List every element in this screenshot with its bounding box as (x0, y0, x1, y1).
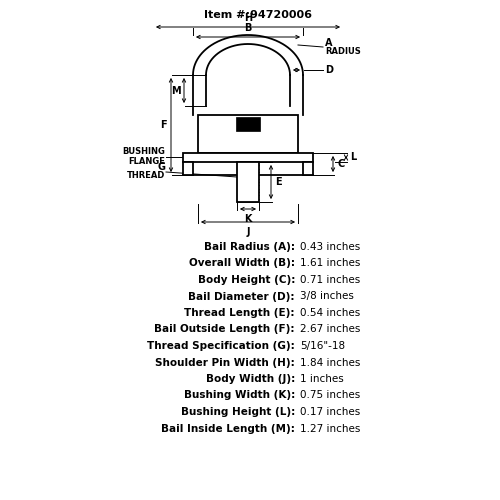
Text: H: H (244, 13, 252, 23)
Text: Shoulder Pin Width (H):: Shoulder Pin Width (H): (155, 358, 295, 368)
Text: Thread Length (E):: Thread Length (E): (184, 308, 295, 318)
Text: A: A (325, 38, 332, 48)
Text: Thread Specification (G):: Thread Specification (G): (147, 341, 295, 351)
Text: 2.67 inches: 2.67 inches (300, 324, 360, 334)
Bar (183, 162, 193, 175)
Text: Bail Diameter (D):: Bail Diameter (D): (188, 292, 295, 302)
Text: F: F (160, 120, 167, 130)
Text: 1.61 inches: 1.61 inches (300, 258, 360, 268)
Text: Bushing Width (K):: Bushing Width (K): (184, 390, 295, 400)
Text: 0.75 inches: 0.75 inches (300, 390, 360, 400)
Text: M: M (172, 86, 181, 96)
Text: 0.17 inches: 0.17 inches (300, 407, 360, 417)
Text: 1 inches: 1 inches (300, 374, 344, 384)
Text: Body Height (C):: Body Height (C): (198, 275, 295, 285)
Bar (236, 117, 260, 131)
Text: G: G (157, 162, 165, 172)
Text: B: B (244, 23, 252, 33)
Text: D: D (325, 65, 333, 75)
Text: 1.84 inches: 1.84 inches (300, 358, 360, 368)
Text: 0.43 inches: 0.43 inches (300, 242, 360, 252)
Text: 0.71 inches: 0.71 inches (300, 275, 360, 285)
Text: Bail Outside Length (F):: Bail Outside Length (F): (154, 324, 295, 334)
Text: 0.54 inches: 0.54 inches (300, 308, 360, 318)
Text: J: J (246, 227, 250, 237)
Text: 3/8 inches: 3/8 inches (300, 292, 354, 302)
Text: Bushing Height (L):: Bushing Height (L): (181, 407, 295, 417)
Text: E: E (275, 177, 281, 187)
Bar (183, 153, 313, 162)
Text: K: K (244, 214, 252, 224)
Bar (303, 162, 313, 175)
Bar (237, 162, 259, 202)
Text: RADIUS: RADIUS (325, 46, 361, 56)
Text: FLANGE: FLANGE (128, 156, 165, 166)
Text: THREAD: THREAD (126, 172, 165, 180)
Text: Bail Radius (A):: Bail Radius (A): (204, 242, 295, 252)
Text: C: C (337, 159, 344, 169)
Text: L: L (350, 152, 356, 162)
Text: Overall Width (B):: Overall Width (B): (189, 258, 295, 268)
Text: 5/16"-18: 5/16"-18 (300, 341, 345, 351)
Text: BUSHING: BUSHING (122, 148, 165, 156)
Text: Item #:94720006: Item #:94720006 (204, 10, 312, 20)
Text: 1.27 inches: 1.27 inches (300, 424, 360, 434)
Bar (198, 115, 298, 153)
Text: Body Width (J):: Body Width (J): (206, 374, 295, 384)
Text: Bail Inside Length (M):: Bail Inside Length (M): (161, 424, 295, 434)
